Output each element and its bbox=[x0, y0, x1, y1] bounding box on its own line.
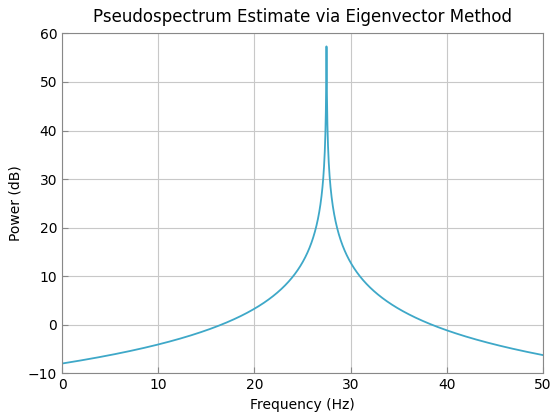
Title: Pseudospectrum Estimate via Eigenvector Method: Pseudospectrum Estimate via Eigenvector … bbox=[93, 8, 512, 26]
X-axis label: Frequency (Hz): Frequency (Hz) bbox=[250, 398, 355, 412]
Y-axis label: Power (dB): Power (dB) bbox=[8, 165, 22, 241]
